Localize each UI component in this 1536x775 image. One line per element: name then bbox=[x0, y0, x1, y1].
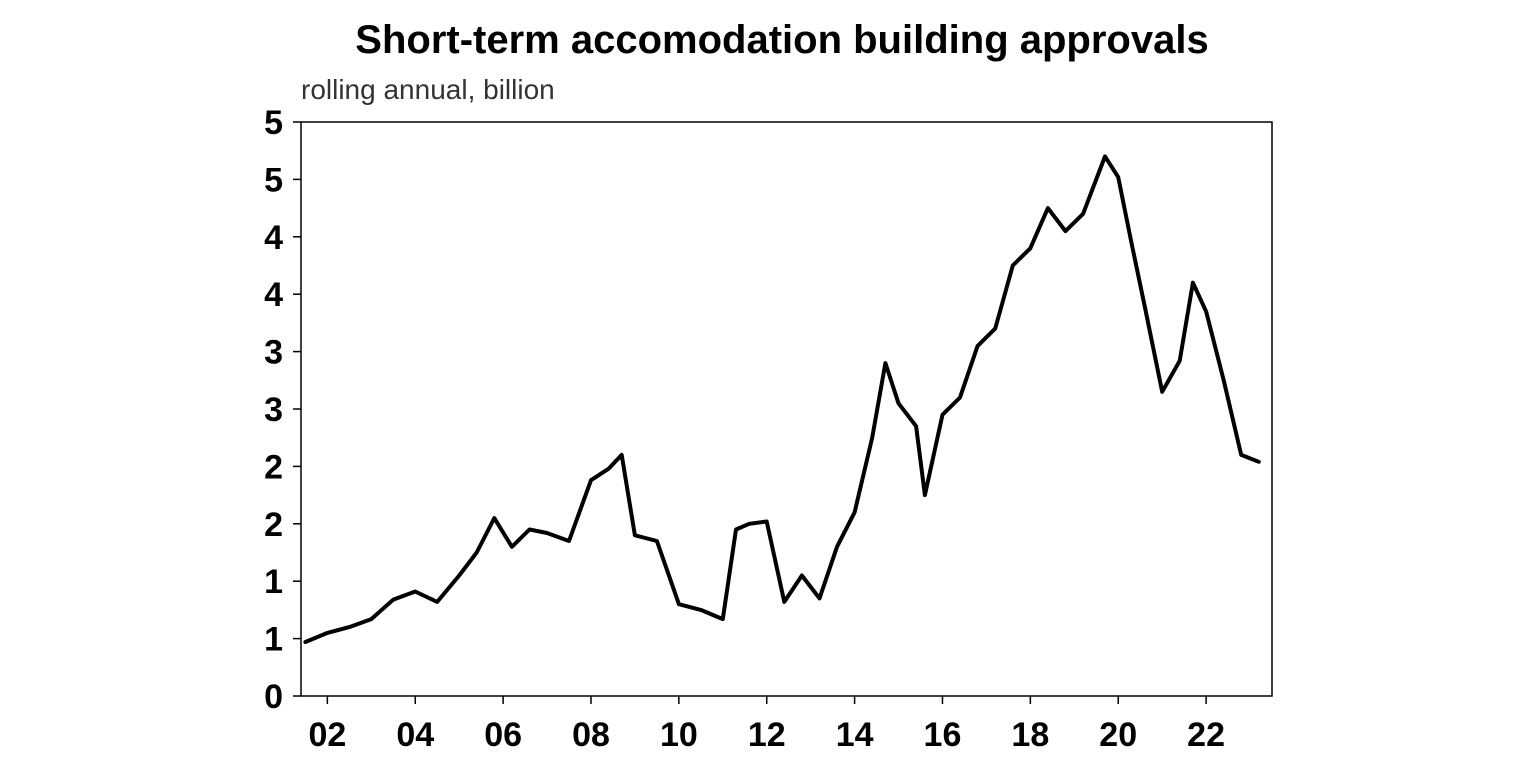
x-axis: 02 04 06 08 10 12 14 16 18 20 22 bbox=[308, 696, 1225, 754]
x-tick-label: 06 bbox=[484, 716, 522, 754]
y-tick-label: 4 bbox=[264, 219, 283, 257]
x-tick-label: 16 bbox=[924, 716, 962, 754]
y-tick-label: 1 bbox=[264, 621, 283, 659]
y-tick-label: 0 bbox=[264, 678, 283, 716]
series-line bbox=[303, 154, 1261, 644]
y-tick-label: 3 bbox=[264, 391, 283, 429]
x-tick-label: 14 bbox=[836, 716, 874, 754]
x-tick-label: 12 bbox=[748, 716, 786, 754]
y-tick-label: 4 bbox=[264, 276, 283, 314]
y-tick-label: 5 bbox=[264, 104, 283, 142]
x-tick-label: 08 bbox=[572, 716, 610, 754]
chart-subtitle: rolling annual, billion bbox=[301, 74, 555, 105]
y-tick-label: 1 bbox=[264, 563, 283, 601]
y-tick-label: 5 bbox=[264, 161, 283, 199]
x-tick-label: 22 bbox=[1187, 716, 1225, 754]
x-tick-label: 04 bbox=[396, 716, 434, 754]
x-tick-label: 10 bbox=[660, 716, 698, 754]
x-tick-label: 20 bbox=[1099, 716, 1137, 754]
y-tick-label: 3 bbox=[264, 334, 283, 372]
y-tick-label: 2 bbox=[264, 448, 283, 486]
y-axis: 0 1 1 2 2 3 3 4 4 5 5 bbox=[264, 104, 301, 716]
chart-title: Short-term accomodation building approva… bbox=[355, 18, 1209, 62]
y-tick-label: 2 bbox=[264, 506, 283, 544]
x-tick-label: 02 bbox=[308, 716, 346, 754]
x-tick-label: 18 bbox=[1011, 716, 1049, 754]
series-layer bbox=[303, 154, 1261, 644]
